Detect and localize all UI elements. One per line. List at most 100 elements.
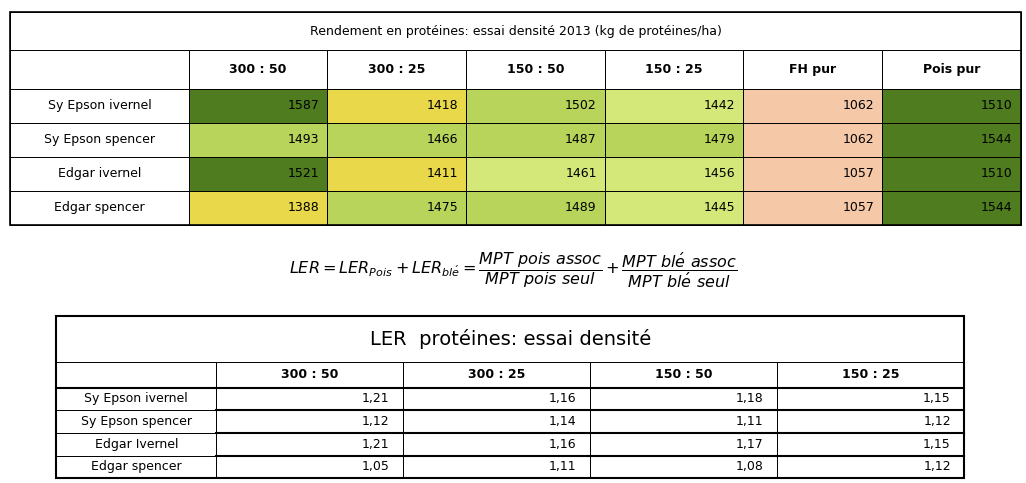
Text: 1,16: 1,16 bbox=[549, 438, 577, 451]
Bar bbox=[604, 88, 744, 123]
Text: 300 : 25: 300 : 25 bbox=[468, 368, 525, 381]
Bar bbox=[466, 50, 604, 88]
Text: Edgar ivernel: Edgar ivernel bbox=[57, 167, 142, 180]
Text: 150 : 50: 150 : 50 bbox=[507, 63, 564, 76]
Bar bbox=[778, 362, 964, 387]
Bar bbox=[56, 316, 964, 362]
Bar bbox=[327, 88, 466, 123]
Text: Edgar spencer: Edgar spencer bbox=[91, 460, 182, 473]
Bar bbox=[56, 387, 216, 410]
Text: 1,18: 1,18 bbox=[736, 392, 763, 405]
Text: 1475: 1475 bbox=[426, 201, 458, 214]
Text: 1487: 1487 bbox=[565, 133, 597, 146]
Bar bbox=[466, 88, 604, 123]
Bar bbox=[604, 191, 744, 225]
Bar bbox=[604, 156, 744, 191]
Text: FH pur: FH pur bbox=[789, 63, 836, 76]
Text: 1057: 1057 bbox=[842, 201, 874, 214]
Bar bbox=[403, 410, 590, 433]
Bar bbox=[189, 156, 327, 191]
Text: 1,08: 1,08 bbox=[736, 460, 763, 473]
Bar bbox=[403, 433, 590, 455]
Text: 1587: 1587 bbox=[287, 99, 319, 112]
Bar bbox=[466, 191, 604, 225]
Bar bbox=[10, 88, 189, 123]
Text: LER  protéines: essai densité: LER protéines: essai densité bbox=[369, 329, 652, 349]
Bar bbox=[744, 191, 882, 225]
Text: 1466: 1466 bbox=[427, 133, 458, 146]
Bar bbox=[10, 156, 189, 191]
Bar bbox=[403, 387, 590, 410]
Bar bbox=[882, 50, 1021, 88]
Text: Sy Epson spencer: Sy Epson spencer bbox=[44, 133, 155, 146]
Text: 1521: 1521 bbox=[287, 167, 319, 180]
Bar bbox=[327, 50, 466, 88]
Bar bbox=[590, 410, 778, 433]
Text: 1,12: 1,12 bbox=[362, 415, 390, 428]
Text: 1062: 1062 bbox=[842, 99, 874, 112]
Text: 1057: 1057 bbox=[842, 167, 874, 180]
Text: Rendement en protéines: essai densité 2013 (kg de protéines/ha): Rendement en protéines: essai densité 20… bbox=[310, 25, 721, 38]
Bar bbox=[590, 362, 778, 387]
Text: 1,14: 1,14 bbox=[549, 415, 577, 428]
Text: Edgar spencer: Edgar spencer bbox=[54, 201, 145, 214]
Bar bbox=[327, 156, 466, 191]
Bar bbox=[10, 12, 1021, 50]
Bar bbox=[604, 123, 744, 156]
Bar bbox=[327, 123, 466, 156]
Bar bbox=[590, 387, 778, 410]
Bar bbox=[10, 123, 189, 156]
Bar bbox=[56, 362, 216, 387]
Bar bbox=[216, 387, 403, 410]
Text: 1,11: 1,11 bbox=[736, 415, 763, 428]
Text: Edgar Ivernel: Edgar Ivernel bbox=[94, 438, 179, 451]
Bar bbox=[216, 433, 403, 455]
Text: 1510: 1510 bbox=[981, 167, 1013, 180]
Bar bbox=[189, 50, 327, 88]
Text: Pois pur: Pois pur bbox=[922, 63, 980, 76]
Text: 1411: 1411 bbox=[427, 167, 458, 180]
Text: 150 : 25: 150 : 25 bbox=[842, 368, 900, 381]
Text: 1461: 1461 bbox=[565, 167, 597, 180]
Text: Sy Epson spencer: Sy Epson spencer bbox=[81, 415, 192, 428]
Bar bbox=[466, 123, 604, 156]
Bar bbox=[604, 50, 744, 88]
Text: 1,21: 1,21 bbox=[362, 392, 390, 405]
Bar bbox=[590, 433, 778, 455]
Bar bbox=[778, 455, 964, 478]
Text: 1418: 1418 bbox=[427, 99, 458, 112]
Bar bbox=[189, 191, 327, 225]
Text: 1445: 1445 bbox=[704, 201, 736, 214]
Text: 1489: 1489 bbox=[565, 201, 597, 214]
Bar bbox=[10, 191, 189, 225]
Text: 1544: 1544 bbox=[981, 201, 1013, 214]
Bar bbox=[882, 88, 1021, 123]
Text: 150 : 25: 150 : 25 bbox=[645, 63, 703, 76]
Text: 1,15: 1,15 bbox=[923, 392, 951, 405]
Text: 1,17: 1,17 bbox=[736, 438, 763, 451]
Text: 1,12: 1,12 bbox=[923, 460, 951, 473]
Bar bbox=[327, 191, 466, 225]
Text: 1510: 1510 bbox=[981, 99, 1013, 112]
Text: 1479: 1479 bbox=[704, 133, 736, 146]
Text: 1062: 1062 bbox=[842, 133, 874, 146]
Text: 1,16: 1,16 bbox=[549, 392, 577, 405]
Text: 1456: 1456 bbox=[704, 167, 736, 180]
Bar bbox=[10, 50, 189, 88]
Bar bbox=[56, 433, 216, 455]
Text: 1493: 1493 bbox=[288, 133, 319, 146]
Bar bbox=[778, 410, 964, 433]
Bar bbox=[403, 362, 590, 387]
Bar bbox=[466, 156, 604, 191]
Bar bbox=[216, 455, 403, 478]
Bar bbox=[189, 88, 327, 123]
Text: Sy Epson ivernel: Sy Epson ivernel bbox=[47, 99, 152, 112]
Text: 300 : 25: 300 : 25 bbox=[368, 63, 426, 76]
Text: 300 : 50: 300 : 50 bbox=[230, 63, 286, 76]
Text: 150 : 50: 150 : 50 bbox=[655, 368, 713, 381]
Text: 300 : 50: 300 : 50 bbox=[281, 368, 339, 381]
Text: 1,12: 1,12 bbox=[923, 415, 951, 428]
Text: 1,21: 1,21 bbox=[362, 438, 390, 451]
Bar bbox=[744, 123, 882, 156]
Bar bbox=[216, 410, 403, 433]
